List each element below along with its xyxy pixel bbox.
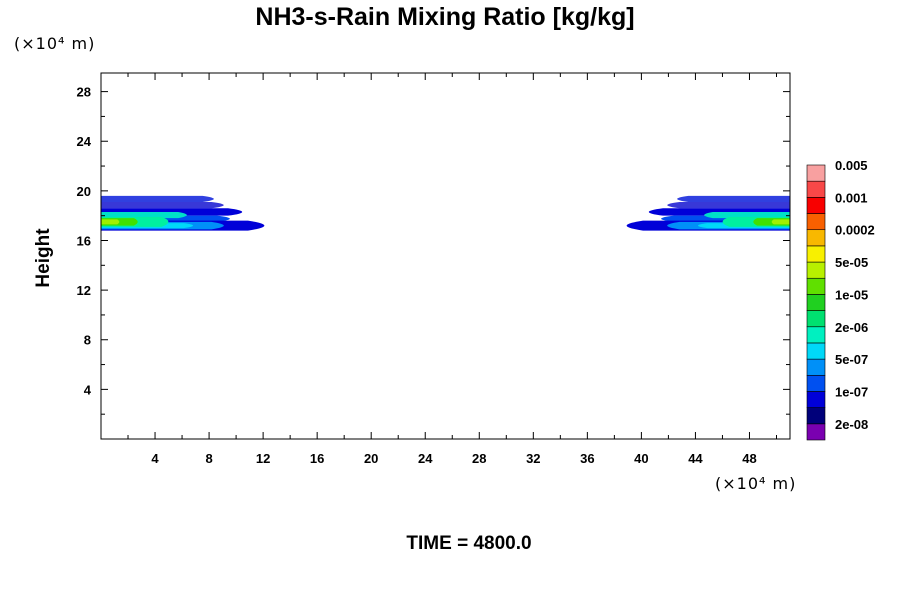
colorbar-label: 0.001 [835, 190, 868, 205]
colorbar-label: 0.005 [835, 158, 868, 173]
colorbar-label: 1e-05 [835, 287, 868, 302]
colorbar-label: 0.0002 [835, 223, 875, 238]
colorbar-label: 5e-05 [835, 255, 868, 270]
x-tick-label: 16 [310, 451, 324, 466]
y-tick-label: 12 [77, 283, 91, 298]
colorbar: 2e-08 1e-07 5e-07 2e-06 1e-05 5e-05 0.0002 0.00… [806, 158, 875, 441]
colorbar-swatch-9 [806, 277, 826, 295]
colorbar-label: 1e-07 [835, 384, 868, 399]
x-tick-label: 4 [151, 451, 159, 466]
y-tick-label: 20 [77, 184, 91, 199]
chart-title: NH3-s-Rain Mixing Ratio [kg/kg] [255, 3, 634, 31]
colorbar-swatch-1 [806, 407, 826, 425]
y-tick-label: 16 [77, 233, 91, 248]
colorbar-swatch-7 [806, 310, 826, 328]
colorbar-swatch-4 [806, 358, 826, 376]
colorbar-label: 5e-07 [835, 352, 868, 367]
contour-left-layer-10 [101, 219, 120, 225]
colorbar-swatch-10 [806, 261, 826, 279]
contour-fields [101, 195, 790, 231]
contour-right-layer-4 [704, 211, 790, 219]
x-tick-label: 36 [580, 451, 594, 466]
time-label: TIME = 4800.0 [406, 533, 531, 554]
contour-right-layer-10 [771, 219, 790, 225]
colorbar-swatch-6 [806, 326, 826, 344]
x-tick-label: 28 [472, 451, 486, 466]
colorbar-swatch-8 [806, 294, 826, 311]
y-axis-unit: (×10⁴ m) [14, 34, 95, 53]
plot-frame [100, 72, 791, 440]
x-tick-label: 20 [364, 451, 378, 466]
contour-right-layer-1 [667, 202, 790, 209]
colorbar-swatch-0 [806, 423, 826, 441]
colorbar-swatch-14 [806, 197, 826, 214]
x-tick-label: 32 [526, 451, 540, 466]
colorbar-label: 2e-08 [835, 417, 868, 432]
x-tick-label: 40 [634, 451, 648, 466]
x-tick-label: 8 [205, 451, 212, 466]
colorbar-swatch-13 [806, 213, 826, 231]
contour-left-layer-4 [101, 211, 187, 219]
x-tick-label: 12 [256, 451, 270, 466]
y-tick-label: 4 [84, 382, 92, 397]
x-axis-unit: (×10⁴ m) [715, 474, 796, 493]
x-tick-label: 48 [742, 451, 756, 466]
colorbar-swatch-3 [806, 374, 826, 392]
contour-right-layer-0 [677, 195, 790, 203]
y-tick-label: 24 [77, 134, 92, 149]
colorbar-swatch-11 [806, 245, 826, 263]
colorbar-swatch-16 [806, 164, 826, 182]
colorbar-swatch-15 [806, 180, 826, 198]
colorbar-swatch-5 [806, 342, 826, 360]
y-tick-label: 8 [84, 333, 91, 348]
colorbar-swatch-12 [806, 229, 826, 247]
x-tick-label: 44 [688, 451, 703, 466]
y-tick-label: 28 [77, 85, 91, 100]
colorbar-label: 2e-06 [835, 320, 868, 335]
contour-left-layer-0 [101, 195, 214, 203]
x-tick-label: 24 [418, 451, 433, 466]
colorbar-swatch-2 [806, 391, 826, 408]
y-axis-label: Height [33, 228, 54, 288]
contour-left-layer-1 [101, 202, 224, 209]
